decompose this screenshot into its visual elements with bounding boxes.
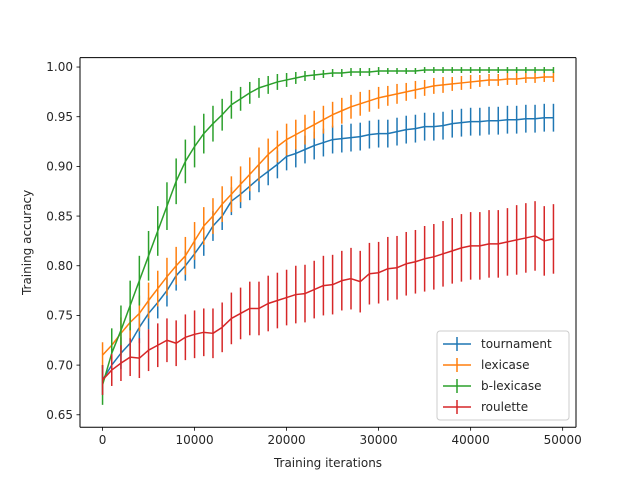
series-layer bbox=[101, 67, 555, 405]
y-tick-label: 0.85 bbox=[46, 209, 73, 223]
x-axis-ticks: 0 10000 20000 30000 40000 50000 bbox=[99, 427, 582, 447]
legend-label: roulette bbox=[481, 400, 528, 414]
legend-item-roulette: roulette bbox=[443, 400, 528, 414]
y-tick-label: 0.95 bbox=[46, 110, 73, 124]
series-line-roulette bbox=[101, 235, 554, 381]
series-line-lexicase bbox=[101, 76, 554, 356]
legend-item-b-lexicase: b-lexicase bbox=[443, 379, 541, 393]
legend-item-lexicase: lexicase bbox=[443, 358, 530, 372]
x-tick-label: 10000 bbox=[175, 433, 213, 447]
y-tick-label: 0.80 bbox=[46, 259, 73, 273]
x-axis-label: Training iterations bbox=[273, 456, 382, 470]
x-tick-label: 30000 bbox=[360, 433, 398, 447]
x-tick-label: 0 bbox=[99, 433, 107, 447]
legend-item-tournament: tournament bbox=[443, 337, 552, 351]
series-roulette bbox=[101, 201, 555, 395]
y-tick-label: 0.75 bbox=[46, 309, 73, 323]
series-line-b-lexicase bbox=[101, 69, 554, 386]
series-b-lexicase bbox=[101, 67, 555, 405]
y-tick-label: 1.00 bbox=[46, 60, 73, 74]
legend: tournament lexicase b-lexicase roulette bbox=[436, 330, 570, 421]
x-tick-label: 50000 bbox=[544, 433, 582, 447]
axes-frame bbox=[79, 57, 577, 428]
x-tick-label: 20000 bbox=[267, 433, 305, 447]
y-axis-ticks: 0.65 0.70 0.75 0.80 0.85 0.90 0.95 1.00 bbox=[46, 60, 80, 422]
legend-label: tournament bbox=[481, 337, 552, 351]
y-tick-label: 0.90 bbox=[46, 160, 73, 174]
y-tick-label: 0.70 bbox=[46, 358, 73, 372]
y-axis-label: Training accuracy bbox=[20, 190, 34, 296]
series-line-tournament bbox=[101, 116, 554, 381]
x-tick-label: 40000 bbox=[452, 433, 490, 447]
y-tick-label: 0.65 bbox=[46, 408, 73, 422]
series-lexicase bbox=[101, 72, 555, 369]
legend-box bbox=[436, 330, 570, 421]
legend-label: b-lexicase bbox=[481, 379, 541, 393]
legend-label: lexicase bbox=[481, 358, 530, 372]
